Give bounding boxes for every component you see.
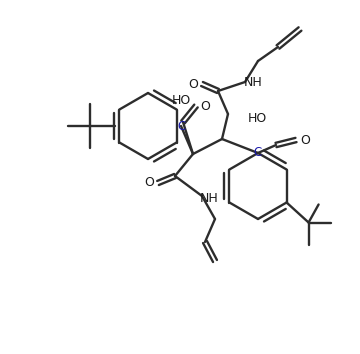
Text: O: O: [200, 99, 210, 113]
Text: NH: NH: [244, 75, 262, 88]
Text: O: O: [188, 78, 198, 91]
Text: NH: NH: [200, 192, 219, 205]
Text: O: O: [300, 133, 310, 147]
Text: C: C: [177, 120, 185, 132]
Text: O: O: [144, 177, 154, 189]
Text: HO: HO: [171, 93, 191, 107]
Text: HO: HO: [248, 113, 267, 126]
Text: C: C: [254, 147, 262, 160]
